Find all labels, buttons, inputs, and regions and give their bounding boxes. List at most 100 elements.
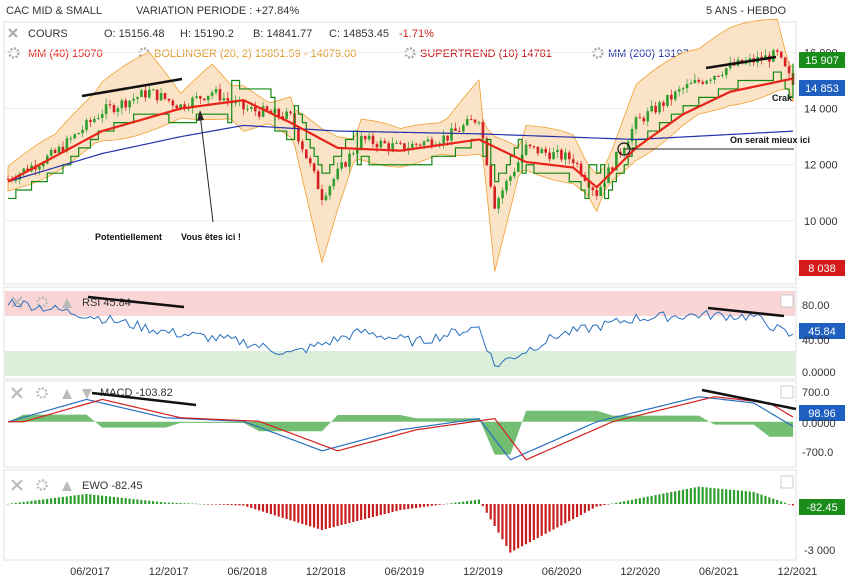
bollinger-band-fill	[7, 18, 794, 272]
timeframe-label: 5 ANS - HEBDO	[706, 5, 787, 17]
ewo-bar	[53, 497, 57, 504]
ewo-bar	[670, 492, 673, 504]
ewo-bar	[69, 495, 72, 504]
candle-body	[320, 189, 324, 201]
candle-body	[677, 89, 681, 92]
ewo-bar	[171, 502, 174, 504]
candle-body	[261, 106, 265, 117]
ewo-bar	[65, 496, 68, 504]
ewo-bar	[736, 490, 740, 504]
candle-body	[246, 108, 249, 110]
ewo-bar	[128, 498, 131, 504]
annotation-vous-etes-ici: Vous êtes ici !	[181, 232, 241, 242]
candle-body	[195, 96, 198, 98]
candle-body	[513, 171, 516, 177]
candle-body	[772, 50, 775, 62]
ewo-bar	[85, 493, 88, 504]
x-tick-label: 06/2018	[227, 566, 267, 578]
x-tick-label: 12/2018	[306, 566, 346, 578]
candle-body	[426, 139, 430, 142]
ewo-bar	[462, 501, 465, 504]
close-icon[interactable]	[11, 479, 23, 491]
x-tick-label: 12/2021	[778, 566, 818, 578]
gear-icon[interactable]	[36, 387, 48, 399]
ewo-bar	[214, 504, 218, 505]
candle-body	[536, 146, 540, 154]
move-up-icon[interactable]	[62, 481, 72, 491]
move-up-icon[interactable]	[62, 389, 72, 399]
pane-toggle[interactable]	[780, 475, 794, 489]
macd-badge-text: 98.96	[808, 408, 836, 420]
ewo-bar	[26, 501, 29, 504]
candle-body	[85, 120, 88, 130]
move-down-icon[interactable]	[82, 389, 92, 399]
ewo-bar	[654, 495, 657, 504]
move-up-icon[interactable]	[62, 298, 72, 308]
candle-body	[776, 50, 779, 52]
candle-body	[136, 97, 139, 99]
candle-body	[571, 159, 575, 164]
pane-toggle[interactable]	[780, 385, 794, 399]
ewo-bar	[442, 504, 445, 505]
ewo-bar	[642, 497, 645, 504]
ewo-bar	[155, 501, 159, 504]
candle-body	[630, 128, 634, 142]
candle-body	[403, 143, 406, 150]
candle-body	[93, 118, 96, 122]
macd-tick-neg700: -700.0	[802, 447, 833, 459]
candle-body	[622, 148, 626, 154]
last-badge-text: 14 853	[805, 83, 839, 95]
candle-body	[505, 180, 508, 191]
ewo-bar	[595, 504, 598, 507]
ewo-bar	[787, 504, 791, 505]
candle-body	[328, 186, 332, 196]
candle-body	[693, 79, 697, 83]
candle-body	[132, 98, 135, 101]
close-icon[interactable]	[11, 387, 23, 399]
ewo-bar	[324, 504, 327, 530]
gear-icon[interactable]	[592, 47, 604, 59]
gear-icon[interactable]	[404, 47, 416, 59]
candle-body	[595, 190, 599, 196]
ewo-bar	[30, 500, 33, 504]
candle-body	[202, 98, 206, 101]
candle-body	[226, 98, 230, 101]
candle-body	[670, 94, 673, 100]
ewo-bar	[709, 487, 712, 504]
ewo-histogram	[6, 486, 794, 553]
ewo-bar	[434, 504, 437, 506]
ewo-bar	[666, 492, 669, 504]
ewo-bar	[210, 504, 214, 505]
ewo-pane[interactable]	[3, 469, 797, 561]
gear-icon[interactable]	[36, 296, 48, 308]
ewo-bar	[293, 504, 296, 522]
gear-icon[interactable]	[36, 479, 48, 491]
gear-icon[interactable]	[8, 47, 20, 59]
ewo-label: EWO -82.45	[82, 480, 143, 492]
ewo-bar	[418, 504, 422, 508]
pane-toggle[interactable]	[780, 294, 794, 308]
candle-body	[524, 144, 528, 155]
candle-body	[89, 120, 92, 122]
candle-body	[312, 163, 316, 172]
candle-body	[257, 111, 261, 117]
candle-body	[179, 104, 182, 109]
ewo-bar	[258, 504, 261, 511]
ewo-bar	[367, 504, 371, 519]
candle-body	[697, 79, 701, 82]
ewo-bar	[729, 489, 732, 504]
close-icon[interactable]	[8, 28, 18, 38]
ewo-bar	[517, 504, 520, 549]
ewo-bar	[607, 504, 610, 505]
ewo-bar	[430, 504, 433, 506]
candle-body	[462, 125, 465, 132]
arrow-head	[197, 110, 204, 121]
ewo-bar	[281, 504, 284, 518]
candle-body	[214, 89, 218, 93]
ewo-bar	[477, 499, 480, 504]
candle-body	[104, 104, 108, 115]
annotation-mieux-ici: On serait mieux ici	[730, 135, 810, 145]
ewo-bar	[783, 502, 787, 504]
ewo-bar	[57, 497, 61, 504]
